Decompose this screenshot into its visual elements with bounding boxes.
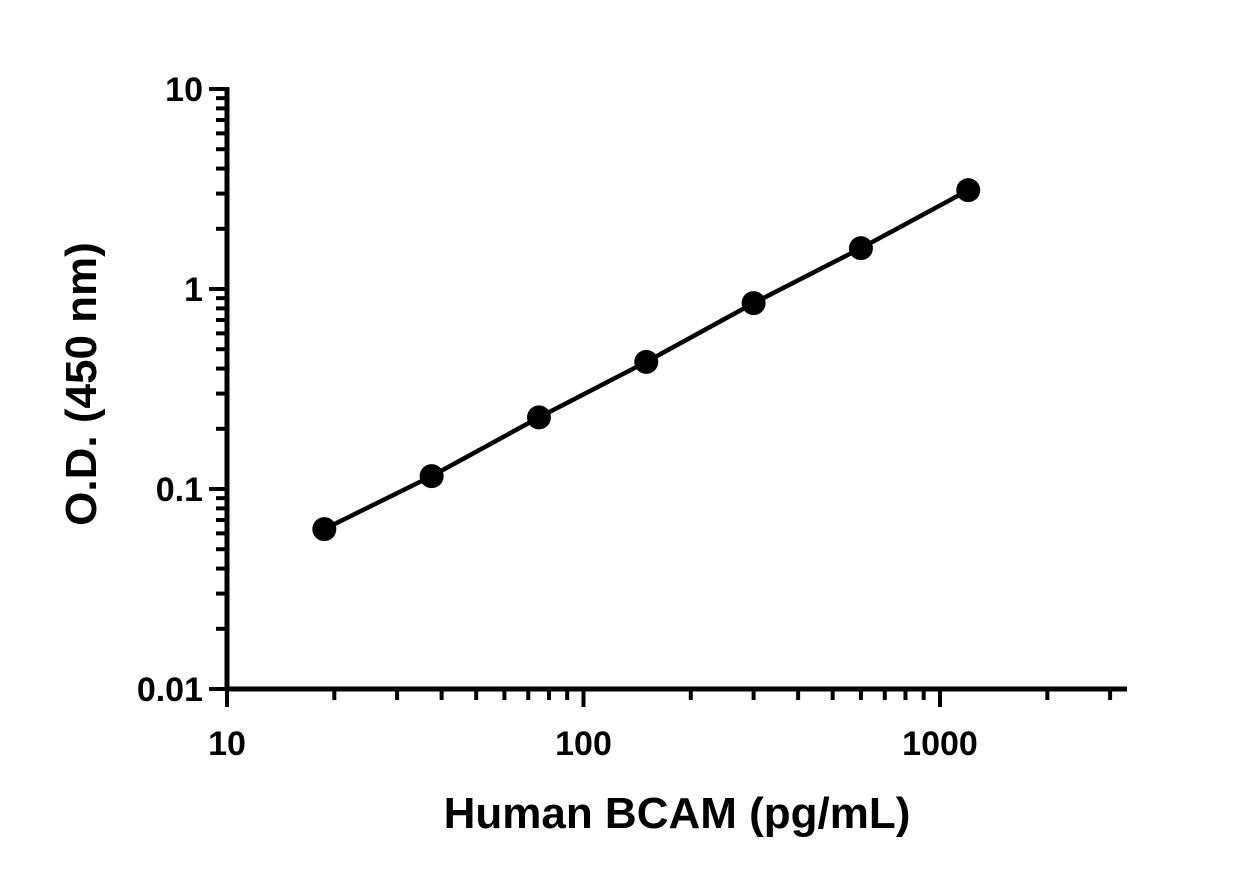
x-tick-label: 100	[555, 725, 612, 763]
data-point	[848, 236, 873, 261]
data-point	[419, 464, 444, 489]
x-tick-label: 1000	[902, 725, 978, 763]
x-axis-title: Human BCAM (pg/mL)	[444, 789, 911, 838]
data-point	[741, 291, 766, 316]
axes	[224, 87, 1127, 692]
ticks	[209, 87, 1113, 707]
data-point	[526, 405, 551, 430]
data-point	[312, 517, 337, 542]
x-tick-label: 10	[208, 725, 246, 763]
y-tick-label: 10	[165, 71, 203, 109]
y-axis-title: O.D. (450 nm)	[57, 242, 106, 526]
y-tick-label: 0.1	[156, 471, 203, 509]
y-tick-label: 1	[184, 271, 203, 309]
data-point	[956, 178, 981, 203]
y-tick-label: 0.01	[137, 671, 203, 709]
tick-labels: 0.01 0.1 1 10 10 100 1000	[137, 71, 978, 763]
data-point	[634, 349, 659, 374]
series	[312, 178, 981, 542]
